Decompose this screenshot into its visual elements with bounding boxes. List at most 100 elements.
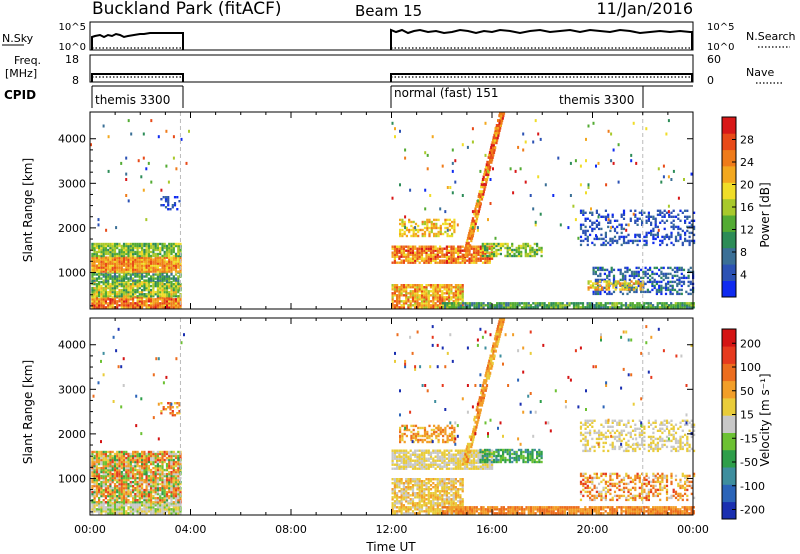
heatmap-cell <box>672 227 675 231</box>
heatmap-cell <box>111 488 114 492</box>
heatmap-cell <box>448 228 451 232</box>
heatmap-cell <box>660 284 663 288</box>
heatmap-cell <box>125 499 128 502</box>
heatmap-cell <box>145 306 148 309</box>
heatmap-cell <box>147 306 150 309</box>
heatmap-cell <box>98 478 101 482</box>
heatmap-cell <box>688 235 691 239</box>
heatmap-cell <box>98 460 101 464</box>
heatmap-cell <box>425 294 428 297</box>
heatmap-cell <box>129 242 132 246</box>
heatmap-cell <box>91 266 94 269</box>
heatmap-cell <box>484 257 487 260</box>
heatmap-cell <box>141 284 144 288</box>
heatmap-cell <box>470 222 473 226</box>
heatmap-cell <box>554 306 557 309</box>
heatmap-cell <box>98 306 101 309</box>
heatmap-cell <box>584 306 587 309</box>
heatmap-cell <box>693 239 696 243</box>
heatmap-cell <box>98 452 101 456</box>
heatmap-cell <box>484 153 487 157</box>
heatmap-cell <box>102 288 105 292</box>
heatmap-cell <box>402 286 405 289</box>
heatmap-cell <box>107 275 110 278</box>
heatmap-cell <box>507 302 510 305</box>
heatmap-cell <box>470 261 473 264</box>
heatmap-cell <box>679 227 682 231</box>
heatmap-cell <box>122 496 126 500</box>
heatmap-cell <box>584 233 587 237</box>
heatmap-cell <box>120 252 123 256</box>
heatmap-cell <box>423 234 427 238</box>
heatmap-cell <box>420 298 424 301</box>
heatmap-cell <box>177 490 180 494</box>
heatmap-cell <box>122 306 126 309</box>
heatmap-cell <box>468 259 471 262</box>
heatmap-cell <box>102 248 105 252</box>
heatmap-cell <box>651 270 654 274</box>
heatmap-cell <box>611 306 614 309</box>
heatmap-cell <box>179 282 182 286</box>
heatmap-cell <box>498 114 501 118</box>
heatmap-cell <box>102 466 105 470</box>
heatmap-cell <box>147 504 150 507</box>
heatmap-cell <box>154 504 157 507</box>
heatmap-cell <box>484 250 487 254</box>
heatmap-cell <box>161 460 164 464</box>
heatmap-cell <box>663 237 666 241</box>
heatmap-cell <box>172 242 175 246</box>
heatmap-cell <box>667 304 671 307</box>
heatmap-cell <box>129 474 132 478</box>
heatmap-cell <box>402 488 405 491</box>
heatmap-cell <box>499 116 502 120</box>
heatmap-cell <box>439 230 442 234</box>
heatmap-cell <box>461 284 464 287</box>
heatmap-cell <box>531 254 534 258</box>
heatmap-cell <box>443 298 446 301</box>
heatmap-cell <box>141 264 144 267</box>
heatmap-cell <box>423 302 426 305</box>
heatmap-cell <box>396 286 399 289</box>
heatmap-cell <box>398 480 401 483</box>
heatmap-cell <box>427 294 430 297</box>
heatmap-cell <box>434 294 437 297</box>
heatmap-cell <box>147 464 150 468</box>
heatmap-cell <box>522 246 525 250</box>
heatmap-cell <box>120 254 123 258</box>
heatmap-cell <box>127 306 130 309</box>
heatmap-cell <box>656 306 659 309</box>
heatmap-cell <box>594 292 597 296</box>
heatmap-cell <box>159 478 162 482</box>
heatmap-cell <box>405 226 408 230</box>
heatmap-cell <box>638 239 641 243</box>
heatmap-cell <box>398 302 401 305</box>
heatmap-cell <box>441 300 444 303</box>
heatmap-cell <box>109 496 112 500</box>
heatmap-cell <box>480 306 483 309</box>
heatmap-cell <box>170 298 173 301</box>
heatmap-cell <box>597 302 600 305</box>
heatmap-cell <box>610 159 613 163</box>
heatmap-cell <box>589 286 592 289</box>
heatmap-cell <box>418 506 421 509</box>
heatmap-cell <box>134 464 137 468</box>
heatmap-cell <box>418 294 421 297</box>
heatmap-cell <box>129 286 132 290</box>
heatmap-cell <box>91 244 94 248</box>
heatmap-cell <box>116 252 119 256</box>
heatmap-cell <box>163 279 166 282</box>
heatmap-cell <box>620 213 623 216</box>
heatmap-cell <box>132 290 135 294</box>
heatmap-cell <box>411 249 415 252</box>
heatmap-cell <box>147 482 150 486</box>
heatmap-cell <box>127 454 130 458</box>
heatmap-cell <box>550 302 553 305</box>
heatmap-cell <box>396 496 399 499</box>
heatmap-cell <box>136 254 139 258</box>
heatmap-cell <box>435 226 438 230</box>
heatmap-cell <box>161 306 164 309</box>
heatmap-cell <box>454 286 457 289</box>
heatmap-cell <box>527 304 530 307</box>
heatmap-cell <box>129 260 132 263</box>
heatmap-cell <box>452 292 455 295</box>
